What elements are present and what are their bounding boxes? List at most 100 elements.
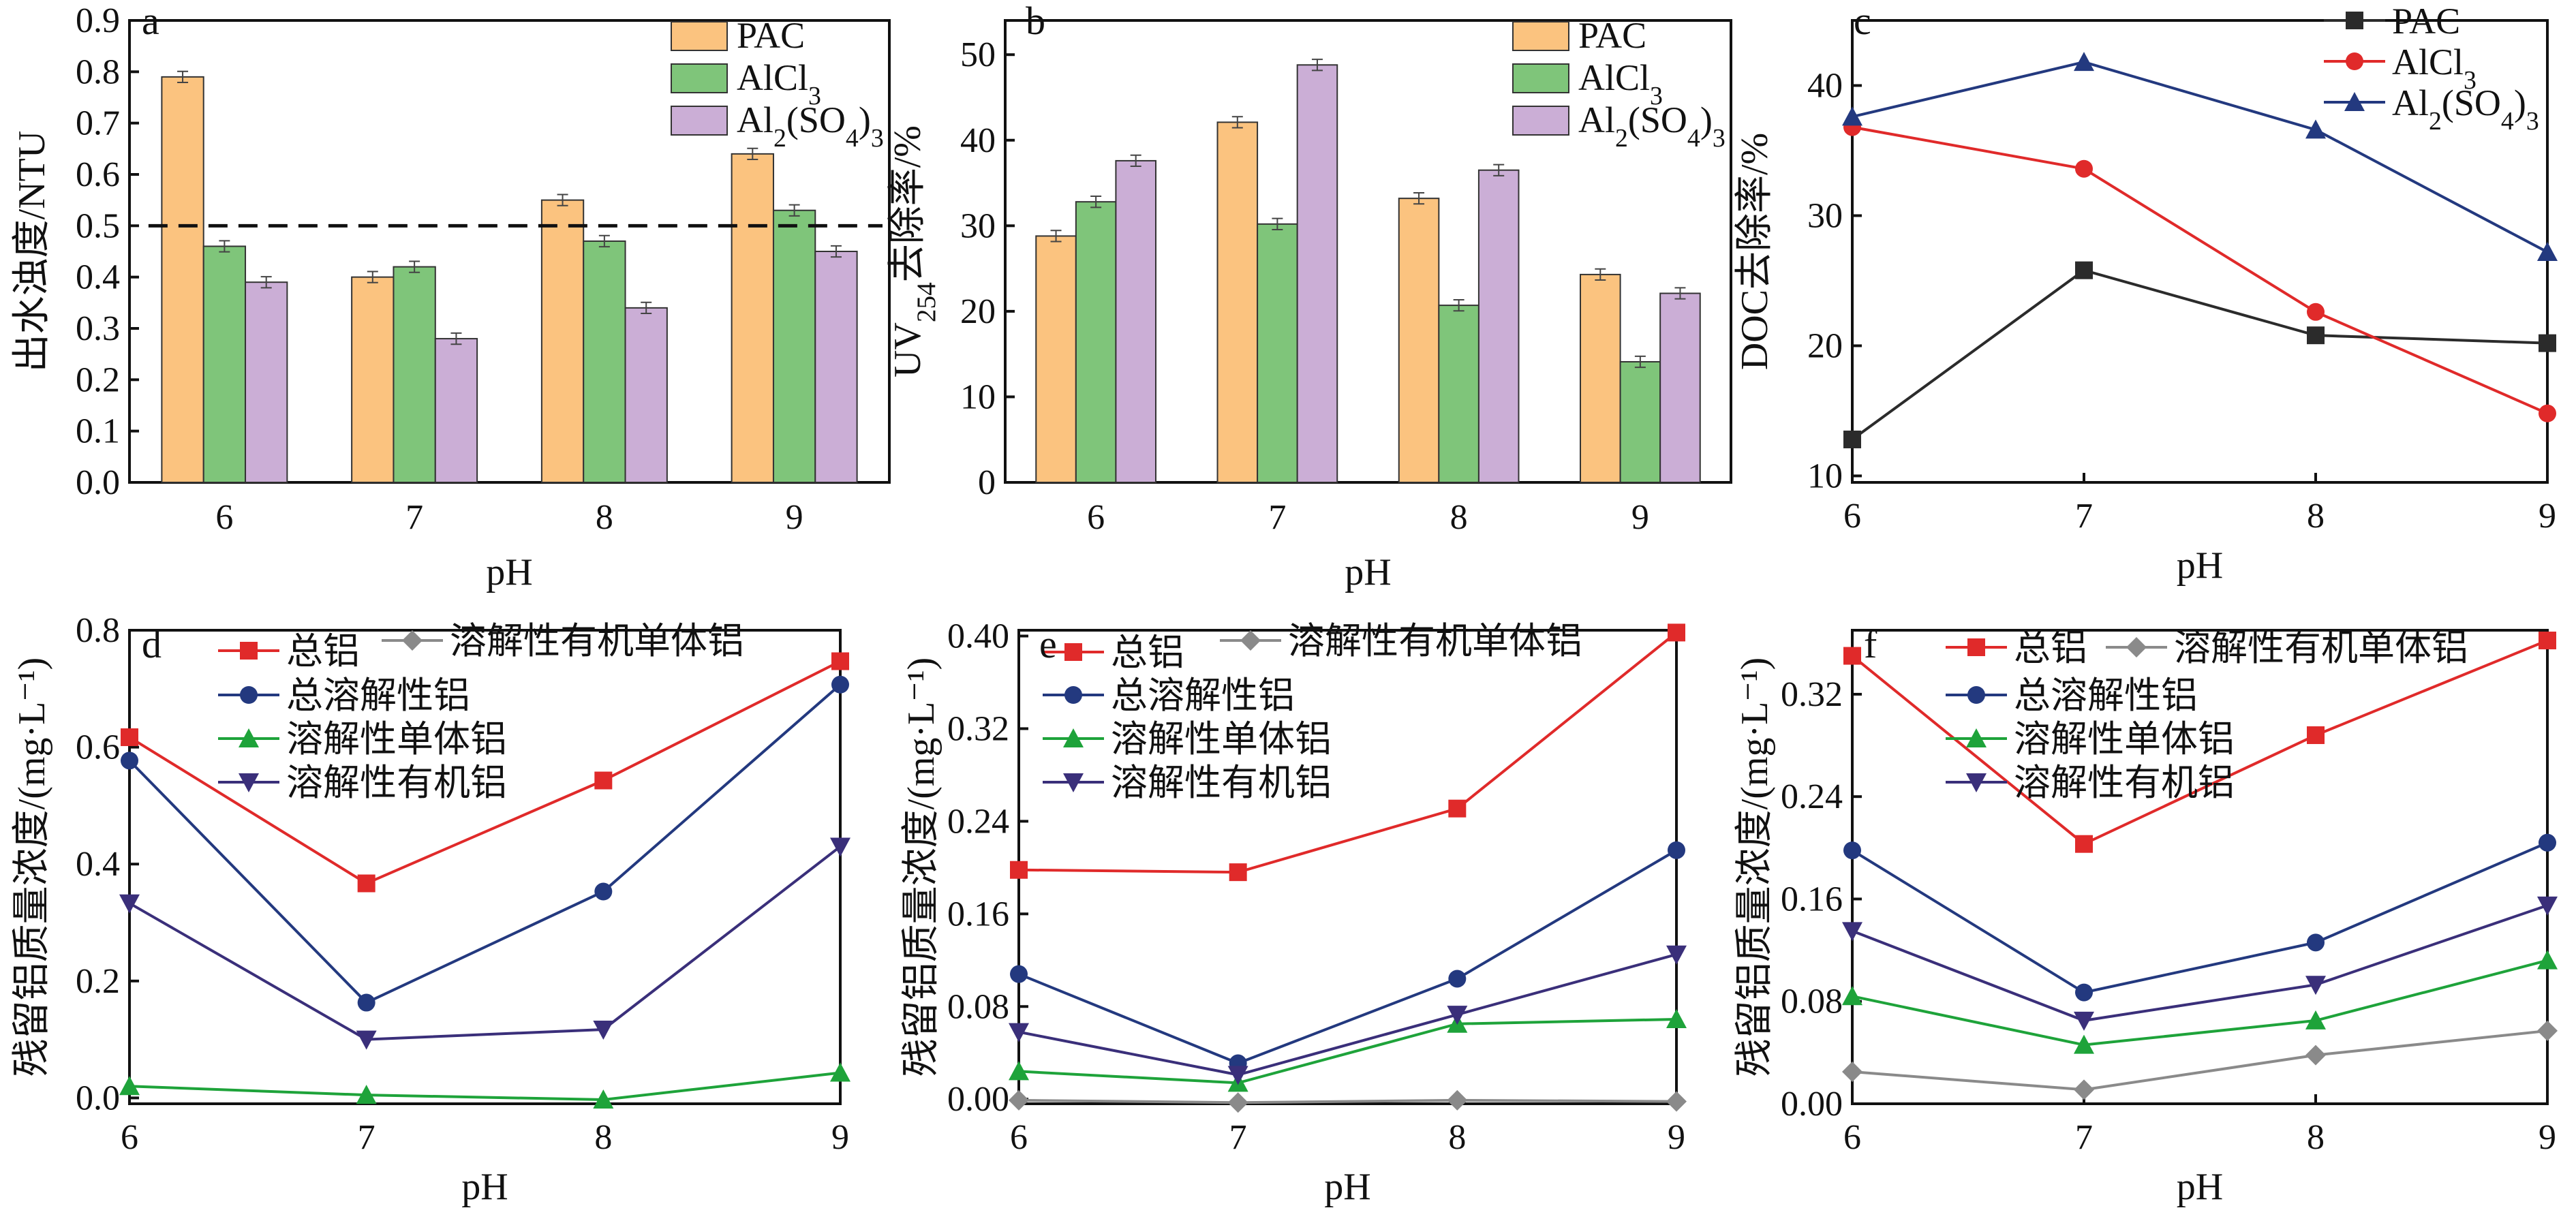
legend-swatch — [1512, 106, 1569, 136]
bar — [393, 266, 436, 483]
legend-label: PAC — [737, 15, 805, 56]
data-point — [1966, 773, 1987, 792]
bar — [245, 281, 288, 483]
legend-label: AlCl3 — [2392, 42, 2477, 95]
legend-label: AlCl3 — [1578, 57, 1663, 110]
y-tick-label: 0.6 — [76, 728, 120, 767]
data-point — [1010, 861, 1028, 879]
y-tick-label: 0.9 — [76, 1, 120, 40]
x-axis-label: pH — [1324, 1166, 1370, 1208]
data-point — [402, 630, 423, 651]
data-point — [2307, 726, 2325, 745]
legend-label: 溶解性有机铝 — [286, 762, 507, 803]
y-axis-label: 残留铝质量浓度/(mg·L⁻¹) — [1734, 657, 1776, 1077]
bar — [351, 276, 395, 483]
data-point — [1967, 638, 1985, 656]
data-point — [2537, 896, 2558, 916]
data-point — [593, 1021, 614, 1040]
bar — [814, 251, 858, 483]
data-point — [831, 675, 849, 694]
data-point — [2537, 241, 2558, 261]
data-point — [1967, 686, 1985, 704]
panel-letter: b — [1026, 0, 1045, 43]
data-point — [831, 652, 849, 670]
y-tick-label: 0.5 — [76, 206, 120, 245]
y-tick-label: 0.3 — [76, 309, 120, 348]
x-tick-label: 6 — [121, 1118, 138, 1157]
data-point — [1668, 841, 1685, 859]
y-tick-label: 10 — [1807, 456, 1843, 495]
x-axis-label: pH — [461, 1166, 508, 1208]
data-point — [1064, 643, 1082, 661]
y-tick-label: 0.0 — [76, 463, 120, 502]
x-axis-label: pH — [2177, 1166, 2223, 1208]
data-point — [2539, 334, 2556, 352]
data-point — [1240, 630, 1261, 651]
series-line — [128, 660, 841, 885]
legend-label: 总铝 — [2014, 628, 2087, 668]
y-axis-label: 残留铝质量浓度/(mg·L⁻¹) — [11, 657, 53, 1077]
data-point — [2346, 52, 2363, 70]
legend-label: 总溶解性铝 — [2014, 675, 2198, 716]
data-point — [1063, 728, 1084, 747]
x-tick-label: 8 — [1450, 498, 1468, 537]
bar — [1477, 169, 1520, 483]
x-tick-label: 9 — [1631, 498, 1649, 537]
x-tick-label: 7 — [2075, 1118, 2093, 1157]
y-tick-label: 50 — [960, 35, 996, 74]
series-line — [1018, 849, 1678, 1065]
data-point — [2074, 1079, 2094, 1100]
chart-panel-e: 0.00 0.08 0.16 0.24 0.32 0.40 6 7 8 9 总铝 溶解性有机单体铝总溶… — [900, 617, 1687, 1208]
x-tick-label: 9 — [2539, 497, 2556, 536]
x-axis-label: pH — [2177, 544, 2223, 587]
x-tick-label: 8 — [2307, 497, 2325, 536]
data-point — [1966, 728, 1987, 747]
panel-letter: d — [142, 622, 162, 666]
y-tick-label: 0.16 — [1781, 880, 1843, 918]
bar — [1619, 360, 1661, 484]
bar — [1296, 64, 1338, 484]
data-point — [2537, 1020, 2558, 1041]
x-axis-label: pH — [486, 551, 532, 593]
bar — [1035, 235, 1077, 483]
data-point — [1447, 1006, 1468, 1025]
y-axis-label: UV254去除率/% — [887, 125, 941, 377]
series-line — [1018, 1017, 1677, 1085]
legend-swatch — [671, 63, 728, 93]
data-point — [2305, 119, 2326, 139]
y-tick-label: 0.6 — [76, 155, 120, 194]
series-line — [129, 1071, 841, 1101]
data-point — [356, 1030, 377, 1050]
x-tick-label: 7 — [1229, 1118, 1247, 1157]
legend-swatch — [1512, 21, 1569, 51]
data-point — [239, 728, 259, 747]
x-tick-label: 7 — [358, 1118, 375, 1157]
y-tick-label: 0.24 — [1781, 777, 1843, 816]
panel-letter: c — [1854, 0, 1871, 43]
y-tick-label: 0.4 — [76, 845, 120, 884]
data-point — [2346, 12, 2363, 29]
data-point — [119, 894, 140, 914]
y-tick-label: 10 — [960, 377, 996, 416]
data-point — [2075, 261, 2093, 279]
series-line — [1851, 841, 2548, 994]
bar — [540, 199, 585, 483]
series-line — [1018, 631, 1678, 874]
data-point — [1842, 922, 1862, 942]
series-line — [1852, 959, 2548, 1047]
data-point — [1227, 1092, 1248, 1113]
x-tick-label: 7 — [405, 498, 423, 537]
data-point — [1009, 1061, 1029, 1081]
data-point — [1666, 1091, 1687, 1112]
data-point — [240, 686, 258, 704]
bar — [434, 338, 478, 484]
y-tick-label: 0.32 — [1781, 675, 1843, 714]
legend-label: 溶解性有机单体铝 — [450, 621, 744, 662]
data-point — [2074, 1034, 2094, 1054]
data-point — [1448, 970, 1467, 988]
x-tick-label: 6 — [1843, 497, 1861, 536]
legend-label: 总溶解性铝 — [286, 675, 470, 716]
y-tick-label: 30 — [960, 206, 996, 245]
panel-letter: e — [1039, 622, 1057, 666]
